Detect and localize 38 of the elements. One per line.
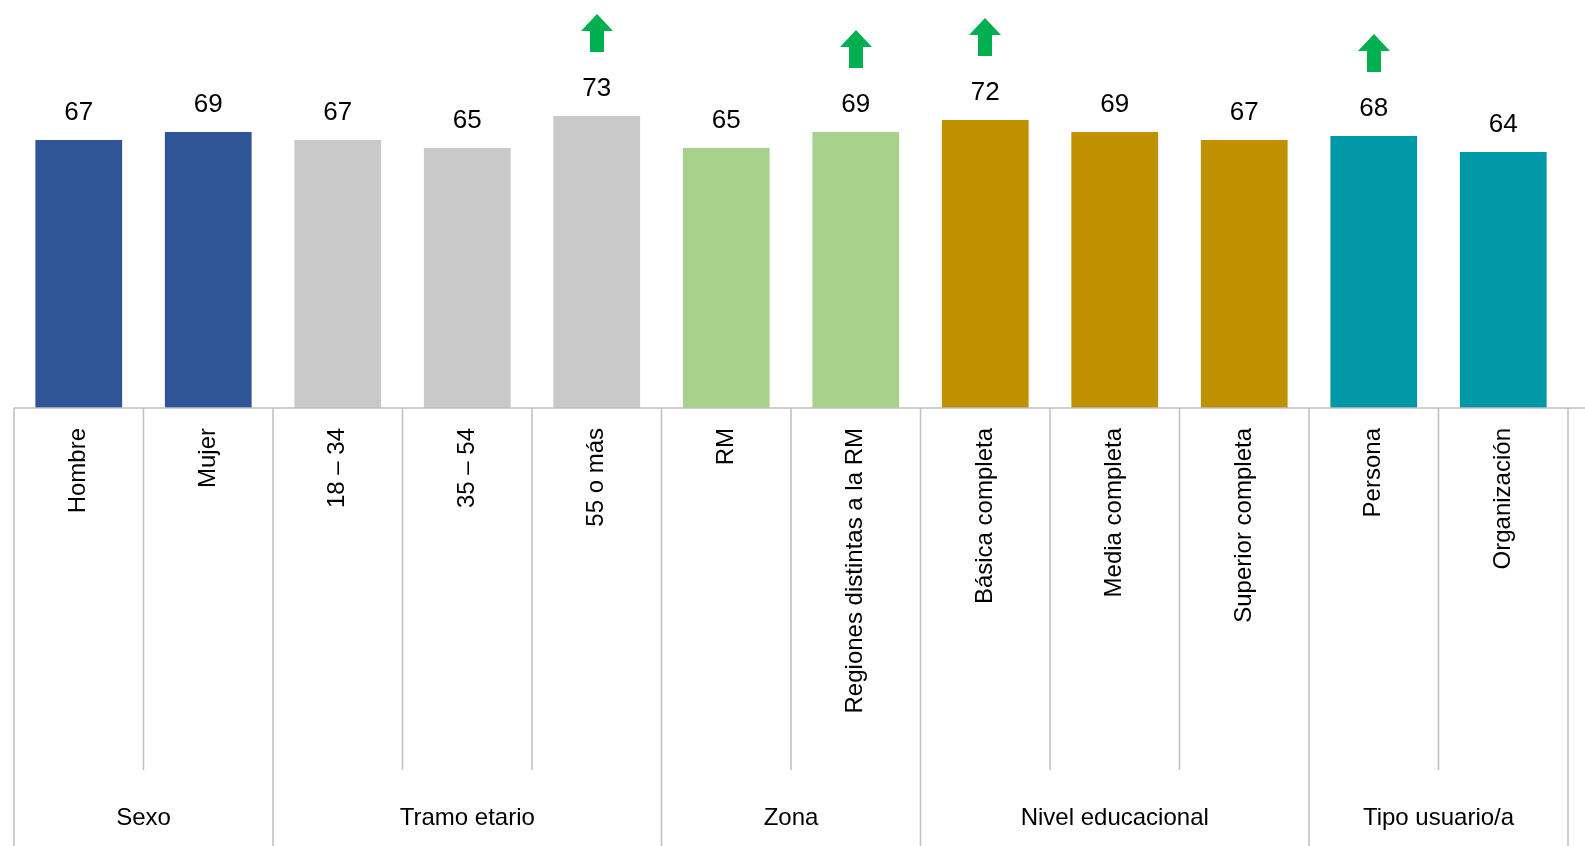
bar xyxy=(164,132,252,408)
x-tick-label: Regiones distintas a la RM xyxy=(840,428,868,714)
text: Zona xyxy=(763,802,819,830)
data-label: 73 xyxy=(582,72,612,102)
x-tick-label: Media completa xyxy=(1099,427,1127,598)
bar xyxy=(35,140,123,408)
bar xyxy=(1330,136,1418,408)
x-tick-label: Persona xyxy=(1358,427,1386,518)
x-tick-label: RM xyxy=(710,428,738,466)
x-tick-label: 55 o más xyxy=(581,428,609,527)
data-label: 69 xyxy=(841,88,871,118)
text: Tramo etario xyxy=(399,802,535,830)
data-label: 69 xyxy=(1100,88,1130,118)
x-tick-label: Superior completa xyxy=(1228,427,1256,623)
data-label: 68 xyxy=(1359,92,1389,122)
bar xyxy=(682,148,770,408)
data-label: 65 xyxy=(452,104,482,134)
x-tick-label: 18 – 34 xyxy=(322,428,350,509)
bar xyxy=(812,132,900,408)
bar xyxy=(941,120,1029,408)
x-tick-label: Hombre xyxy=(63,428,91,514)
data-label: 67 xyxy=(323,96,353,126)
text: Tipo usuario/a xyxy=(1362,802,1515,830)
data-label: 72 xyxy=(970,76,1000,106)
text: Sexo xyxy=(116,802,171,830)
bar xyxy=(1200,140,1288,408)
bar xyxy=(1459,152,1547,408)
data-label: 67 xyxy=(64,96,94,126)
bar xyxy=(1071,132,1159,408)
data-label: 69 xyxy=(193,88,223,118)
data-label: 65 xyxy=(711,104,741,134)
x-tick-label: Básica completa xyxy=(969,427,997,605)
text: Nivel educacional xyxy=(1020,802,1209,830)
x-tick-label: Mujer xyxy=(192,428,220,489)
data-label: 67 xyxy=(1229,96,1259,126)
x-tick-label: Organización xyxy=(1487,428,1515,570)
x-tick-label: 35 – 54 xyxy=(451,428,479,509)
data-label: 64 xyxy=(1488,108,1518,138)
